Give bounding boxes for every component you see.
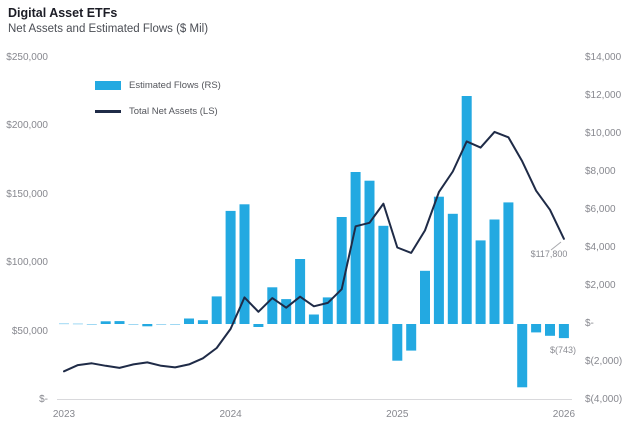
left-axis-tick: $100,000	[6, 257, 48, 269]
flow-bar	[211, 296, 222, 324]
flow-bar	[433, 196, 444, 324]
flow-bar	[170, 324, 181, 325]
flow-bar	[59, 323, 69, 325]
chart-subtitle: Net Assets and Estimated Flows ($ Mil)	[8, 23, 209, 35]
flow-bar	[350, 172, 361, 324]
x-axis-tick-2023: 2023	[52, 409, 76, 420]
flow-bar	[461, 96, 472, 324]
flow-bar	[503, 202, 514, 324]
x-axis-tick-2024: 2024	[219, 409, 242, 420]
flow-bar	[447, 213, 458, 324]
annotation-last-flow: $(743)	[549, 345, 576, 355]
flow-bar	[142, 324, 153, 327]
net-assets-line	[63, 130, 565, 373]
annotation-net-assets: $117,800	[530, 249, 568, 259]
left-axis-tick: $50,000	[11, 325, 48, 337]
left-axis-tick: $200,000	[6, 120, 48, 132]
legend-item-estimated-flows: Estimated Flows (RS)	[95, 80, 221, 91]
flow-bar	[392, 324, 403, 361]
right-axis-tick: $4,000	[585, 242, 616, 253]
flow-bar	[558, 324, 569, 339]
right-axis-tick: $6,000	[585, 204, 616, 215]
flow-bar	[197, 320, 208, 324]
flow-bar	[253, 324, 264, 327]
flow-bar	[308, 314, 319, 324]
flow-bar	[420, 270, 430, 324]
flow-bar	[295, 259, 306, 324]
flow-bar	[225, 210, 236, 324]
right-axis-tick: $10,000	[585, 128, 622, 139]
estimated-flows-swatch-icon	[95, 81, 121, 90]
legend: Estimated Flows (RS) Total Net Assets (L…	[95, 80, 221, 117]
legend-label-total-net-assets: Total Net Assets (LS)	[129, 106, 218, 117]
chart-title: Digital Asset ETFs	[8, 6, 118, 20]
flow-bar	[378, 225, 389, 324]
flow-bar	[322, 297, 333, 324]
flow-bar	[531, 324, 542, 333]
flow-bar	[517, 324, 528, 388]
right-axis-tick: $14,000	[585, 52, 622, 63]
flow-bar	[128, 324, 139, 325]
flow-bar	[545, 324, 555, 336]
right-axis-tick: $(4,000)	[585, 394, 623, 405]
flow-bar	[489, 219, 500, 324]
total-net-assets-swatch-icon	[95, 110, 121, 113]
right-axis-tick: $8,000	[585, 166, 616, 177]
flow-bar	[72, 323, 83, 325]
right-axis-tick: $2,000	[585, 280, 616, 291]
left-axis-tick: $150,000	[6, 188, 48, 200]
flow-bar	[100, 321, 111, 324]
flow-bar	[239, 204, 250, 324]
x-axis-tick-2026: 2026	[552, 409, 576, 420]
flow-bar	[86, 324, 97, 325]
flow-bar	[184, 318, 194, 324]
x-axis-tick-2025: 2025	[386, 409, 409, 420]
flow-bar	[336, 217, 347, 324]
legend-item-total-net-assets: Total Net Assets (LS)	[95, 106, 221, 117]
left-axis-tick: $250,000	[6, 52, 48, 63]
flow-bar	[364, 180, 375, 324]
flow-bar	[281, 299, 292, 324]
right-axis-tick: $12,000	[585, 90, 622, 101]
right-axis-tick: $-	[585, 318, 594, 329]
right-axis-tick: $(2,000)	[585, 356, 623, 367]
flow-bar	[406, 324, 417, 351]
left-axis-tick: $-	[39, 394, 48, 405]
flow-bar	[267, 287, 278, 324]
legend-label-estimated-flows: Estimated Flows (RS)	[129, 80, 221, 91]
annotation-leader-line	[550, 241, 562, 251]
flow-bar	[114, 321, 125, 324]
flow-bar	[156, 324, 167, 325]
flow-bar	[475, 240, 486, 324]
